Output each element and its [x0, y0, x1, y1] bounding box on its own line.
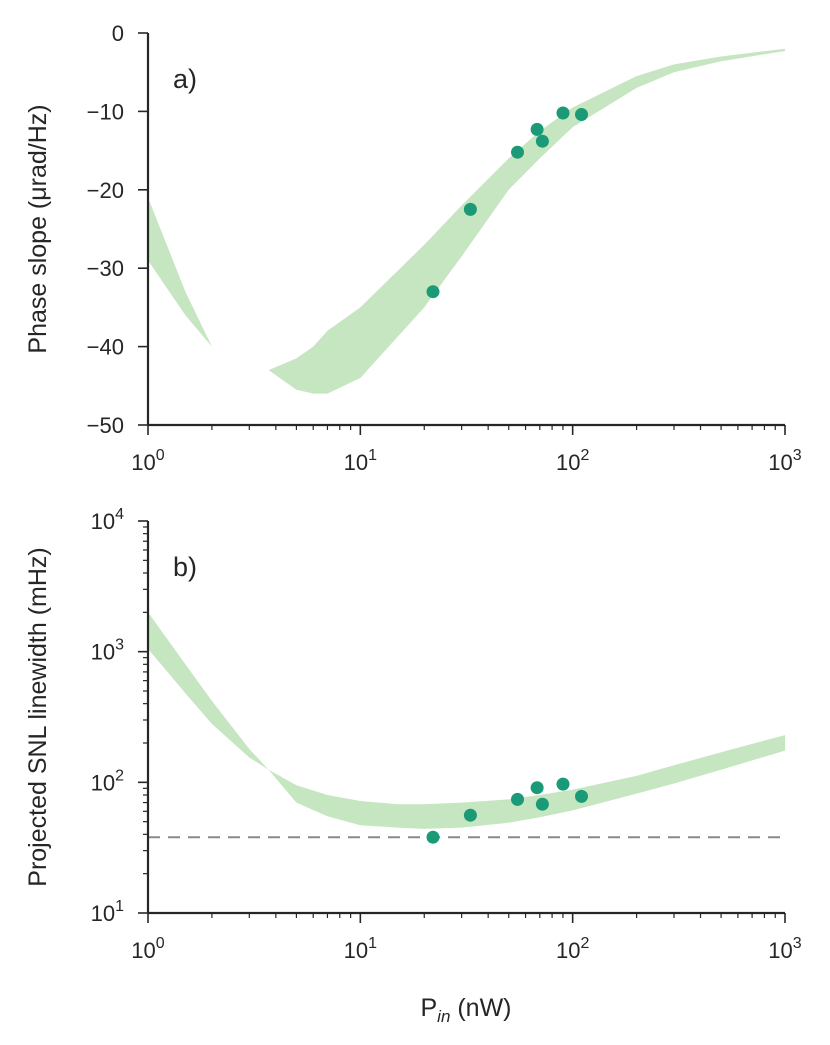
b-data-point-1 — [463, 808, 477, 822]
a-x-tick-label-0: 100 — [131, 447, 164, 475]
b-x-tick-label-3: 103 — [768, 935, 801, 963]
b-data-point-2 — [511, 792, 524, 806]
b-x-axis-label: Pin (nW) — [420, 994, 511, 1026]
b-y-ticks: 101 102 103 104 — [91, 506, 148, 926]
a-data-point-1 — [463, 202, 477, 216]
a-data-point-3 — [530, 122, 544, 136]
a-points-layer — [426, 106, 588, 299]
a-x-ticks: 100 101 102 103 — [131, 425, 802, 475]
a-y-tick-label-0: 0 — [112, 21, 124, 46]
b-model-band — [148, 612, 785, 829]
a-model-band — [148, 48, 785, 394]
a-x-tick-label-3: 103 — [768, 447, 801, 475]
a-x-tick-label-2: 102 — [556, 447, 589, 475]
b-points-layer — [426, 777, 588, 844]
b-x-ticks: 100 101 102 103 — [131, 913, 802, 963]
a-panel-label: a) — [173, 64, 197, 94]
a-y-tick-label-4: −40 — [87, 335, 124, 360]
a-y-tick-label-2: −20 — [87, 178, 124, 203]
a-y-tick-label-5: −50 — [87, 413, 124, 438]
b-x-tick-label-2: 102 — [556, 935, 589, 963]
a-y-ticks: 0 −10 −20 −30 −40 −50 — [87, 21, 148, 438]
a-data-point-6 — [575, 108, 588, 121]
x-label-sub: in — [437, 1007, 450, 1026]
x-label-main: P — [420, 994, 437, 1022]
b-band-layer — [148, 612, 785, 829]
a-x-tick-label-1: 101 — [344, 447, 377, 475]
b-data-point-0 — [426, 830, 440, 844]
b-data-point-4 — [535, 797, 549, 811]
a-data-point-0 — [426, 285, 440, 299]
x-label-unit: (nW) — [450, 994, 511, 1022]
b-panel-label: b) — [173, 552, 197, 582]
b-x-tick-label-1: 101 — [344, 935, 377, 963]
a-data-point-2 — [511, 145, 524, 159]
b-x-tick-label-0: 100 — [131, 935, 164, 963]
a-band-layer — [148, 48, 785, 394]
a-data-point-5 — [556, 106, 570, 120]
b-data-point-5 — [556, 777, 570, 791]
b-data-point-6 — [575, 789, 588, 803]
b-y-tick-label-0: 101 — [91, 898, 124, 926]
b-y-tick-label-1: 102 — [91, 767, 124, 795]
b-y-tick-label-3: 104 — [91, 506, 124, 534]
a-y-axis-label: Phase slope (μrad/Hz) — [24, 104, 52, 353]
panel-a: 0 −10 −20 −30 −40 −50 100 101 102 103 a) Phase s… — [24, 21, 802, 475]
b-y-axis-label: Projected SNL linewidth (mHz) — [24, 547, 52, 886]
b-data-point-3 — [530, 781, 544, 795]
a-y-tick-label-1: −10 — [87, 99, 124, 124]
b-y-tick-label-2: 103 — [91, 637, 124, 665]
a-y-tick-label-3: −30 — [87, 256, 124, 281]
a-data-point-4 — [535, 134, 549, 148]
